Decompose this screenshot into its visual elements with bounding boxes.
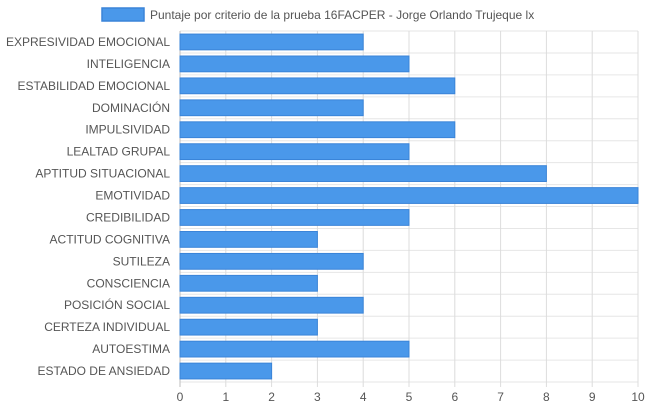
category-label: INTELIGENCIA: [87, 57, 170, 71]
gridlines: [179, 30, 639, 387]
bars: [179, 33, 639, 380]
bar-estabilidad-emocional: [179, 77, 456, 95]
category-label: AUTOESTIMA: [92, 342, 170, 356]
category-label: EXPRESIVIDAD EMOCIONAL: [6, 35, 170, 49]
bar-inteligencia: [179, 55, 410, 73]
legend-label: Puntaje por criterio de la prueba 16FACP…: [150, 8, 534, 22]
category-label: CERTEZA INDIVIDUAL: [44, 320, 170, 334]
category-label: LEALTAD GRUPAL: [67, 145, 171, 159]
x-tick-label: 0: [177, 390, 184, 404]
category-label: EMOTIVIDAD: [95, 189, 170, 203]
category-label: DOMINACIÓN: [92, 100, 170, 115]
bar-consciencia: [179, 274, 318, 292]
category-labels: EXPRESIVIDAD EMOCIONAL INTELIGENCIA ESTABI…: [6, 35, 170, 378]
legend[interactable]: Puntaje por criterio de la prueba 16FACP…: [101, 7, 534, 22]
category-label: POSICIÓN SOCIAL: [64, 297, 170, 312]
bar-dominación: [179, 99, 364, 117]
x-tick-label: 6: [451, 390, 458, 404]
category-label: CREDIBILIDAD: [86, 210, 170, 224]
legend-swatch: [101, 7, 145, 22]
bar-expresividad-emocional: [179, 33, 364, 51]
bar-impulsividad: [179, 121, 456, 139]
category-label: ESTABILIDAD EMOCIONAL: [18, 79, 171, 93]
bar-sutileza: [179, 252, 364, 270]
x-tick-label: 9: [589, 390, 596, 404]
bar-actitud-cognitiva: [179, 231, 318, 248]
bar-posición-social: [179, 296, 364, 314]
x-tick-label: 7: [497, 390, 504, 404]
category-label: ACTITUD COGNITIVA: [50, 232, 170, 246]
bar-aptitud-situacional: [179, 165, 547, 182]
x-tick-label: 2: [268, 390, 275, 404]
x-tick-label: 5: [406, 390, 413, 404]
x-tick-label: 1: [222, 390, 229, 404]
category-label: APTITUD SITUACIONAL: [35, 167, 170, 181]
x-tick-label: 10: [631, 390, 645, 404]
category-label: CONSCIENCIA: [87, 276, 170, 290]
x-tick-label: 8: [543, 390, 550, 404]
bar-certeza-individual: [179, 318, 318, 336]
x-tick-label: 4: [360, 390, 367, 404]
category-label: ESTADO DE ANSIEDAD: [38, 364, 171, 378]
category-label: IMPULSIVIDAD: [85, 123, 170, 137]
x-tick-label: 3: [314, 390, 321, 404]
bar-emotividad: [179, 187, 639, 204]
bar-lealtad-grupal: [179, 143, 410, 161]
bar-autoestima: [179, 340, 410, 358]
category-label: SUTILEZA: [113, 254, 170, 268]
bar-credibilidad: [179, 209, 410, 226]
bar-estado-de-ansiedad: [179, 362, 273, 380]
x-tick-labels: 0 1 2 3 4 5 6 7 8 9 10: [177, 390, 645, 404]
